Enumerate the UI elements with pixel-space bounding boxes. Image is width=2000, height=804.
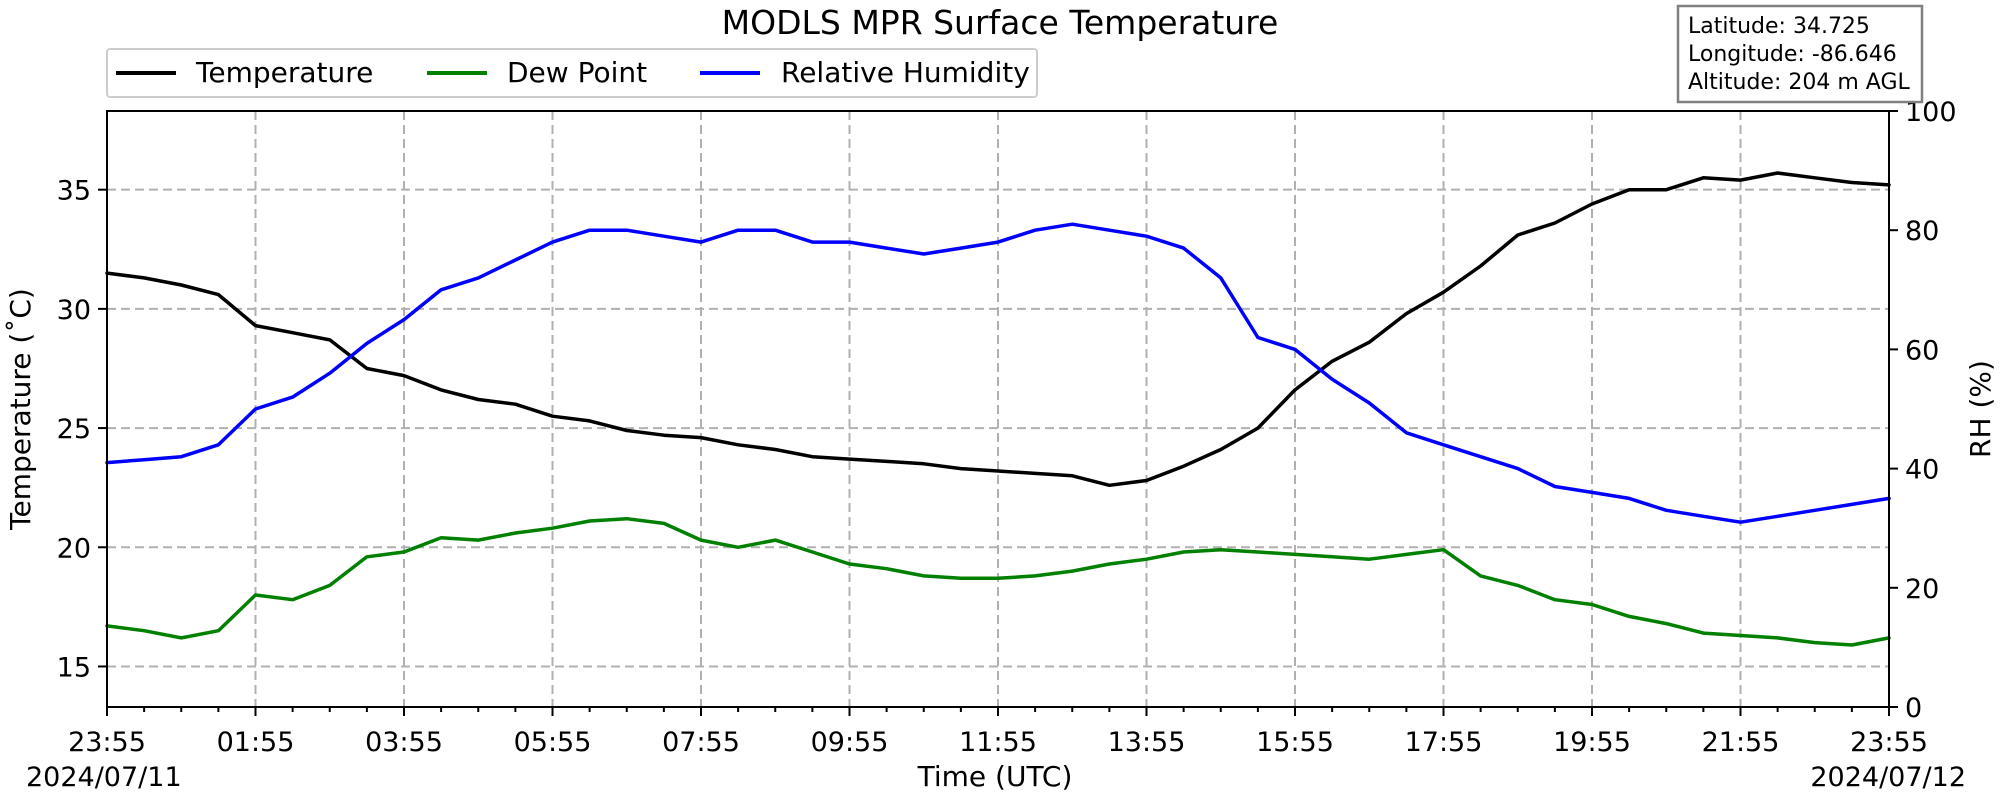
date-start-label: 2024/07/11	[26, 762, 182, 793]
info-altitude: Altitude: 204 m AGL	[1688, 70, 1910, 95]
grid	[107, 111, 1889, 707]
dew-point-line	[105, 516, 1891, 647]
y-right-tick-label: 60	[1905, 335, 1939, 366]
x-tick-label: 09:55	[811, 727, 889, 758]
y-right-tick-label: 20	[1905, 574, 1939, 605]
legend-label-relative-humidity: Relative Humidity	[781, 56, 1030, 89]
date-end-label: 2024/07/12	[1810, 762, 1966, 793]
y-left-tick-label: 25	[57, 414, 91, 445]
left-y-axis: 15 20 25 30 35	[57, 176, 107, 683]
legend: Temperature Dew Point Relative Humidity	[106, 48, 1038, 98]
x-tick-label: 19:55	[1553, 727, 1631, 758]
x-tick-label: 21:55	[1702, 727, 1780, 758]
x-tick-label: 03:55	[365, 727, 443, 758]
info-longitude: Longitude: -86.646	[1688, 42, 1897, 67]
x-tick-label: 15:55	[1256, 727, 1334, 758]
relative-humidity-line	[105, 222, 1891, 524]
y-left-tick-label: 35	[57, 176, 91, 207]
y-right-tick-label: 40	[1905, 455, 1939, 486]
x-tick-label: 01:55	[217, 727, 295, 758]
x-tick-label: 05:55	[514, 727, 592, 758]
y-right-tick-label: 0	[1905, 693, 1922, 724]
y-axis-label-left: Temperature (˚C)	[4, 288, 37, 531]
chart-title: MODLS MPR Surface Temperature	[722, 3, 1279, 42]
x-tick-label: 07:55	[662, 727, 740, 758]
x-tick-label: 11:55	[959, 727, 1037, 758]
legend-label-temperature: Temperature	[195, 56, 373, 89]
x-axis: 23:55 01:55 03:55 05:55 07:55 09:55 11:55 13:55…	[68, 707, 1928, 758]
x-tick-label: 13:55	[1108, 727, 1186, 758]
x-tick-label: 17:55	[1405, 727, 1483, 758]
y-left-tick-label: 15	[57, 652, 91, 683]
x-axis-label: Time (UTC)	[917, 760, 1073, 793]
y-left-tick-label: 30	[57, 295, 91, 326]
info-latitude: Latitude: 34.725	[1688, 14, 1870, 39]
y-right-tick-label: 80	[1905, 216, 1939, 247]
legend-label-dew-point: Dew Point	[507, 56, 647, 89]
info-box-frame	[1676, 4, 1924, 104]
series-lines	[105, 171, 1891, 647]
legend-box	[106, 48, 1038, 98]
x-tick-label: 23:55	[1850, 727, 1928, 758]
location-info-box: Latitude: 34.725 Longitude: -86.646 Alti…	[1676, 4, 1924, 104]
temperature-line	[105, 171, 1891, 488]
y-left-tick-label: 20	[57, 533, 91, 564]
y-axis-label-right: RH (%)	[1964, 360, 1997, 458]
x-tick-label: 23:55	[68, 727, 146, 758]
